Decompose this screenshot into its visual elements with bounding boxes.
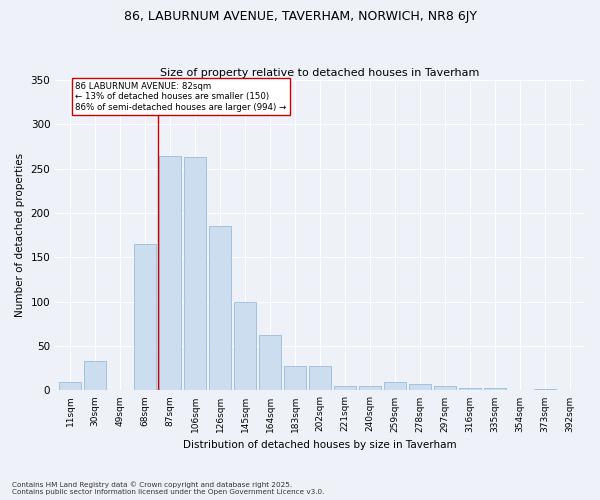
Bar [484, 388, 506, 390]
Bar [134, 244, 157, 390]
Text: 86, LABURNUM AVENUE, TAVERHAM, NORWICH, NR8 6JY: 86, LABURNUM AVENUE, TAVERHAM, NORWICH, … [124, 10, 476, 23]
Bar [459, 388, 481, 390]
Bar [209, 226, 232, 390]
Bar [234, 302, 256, 390]
Bar [259, 336, 281, 390]
Bar [384, 382, 406, 390]
Bar [184, 158, 206, 390]
Bar [334, 386, 356, 390]
Bar [159, 156, 181, 390]
Bar [409, 384, 431, 390]
Bar [359, 386, 382, 390]
Y-axis label: Number of detached properties: Number of detached properties [15, 153, 25, 318]
Title: Size of property relative to detached houses in Taverham: Size of property relative to detached ho… [160, 68, 480, 78]
Bar [59, 382, 82, 390]
Text: Contains HM Land Registry data © Crown copyright and database right 2025.
Contai: Contains HM Land Registry data © Crown c… [12, 482, 325, 495]
Bar [434, 386, 456, 390]
X-axis label: Distribution of detached houses by size in Taverham: Distribution of detached houses by size … [183, 440, 457, 450]
Bar [84, 361, 106, 390]
Bar [309, 366, 331, 390]
Text: 86 LABURNUM AVENUE: 82sqm
← 13% of detached houses are smaller (150)
86% of semi: 86 LABURNUM AVENUE: 82sqm ← 13% of detac… [75, 82, 286, 112]
Bar [534, 388, 556, 390]
Bar [284, 366, 307, 390]
